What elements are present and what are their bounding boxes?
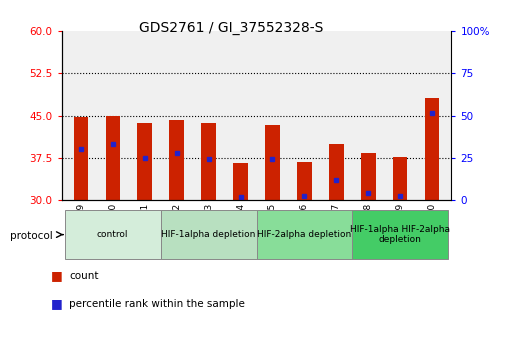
- Bar: [329, 144, 344, 200]
- Bar: [265, 125, 280, 200]
- Bar: [361, 153, 376, 200]
- Text: HIF-1alpha HIF-2alpha
depletion: HIF-1alpha HIF-2alpha depletion: [350, 225, 450, 244]
- Bar: [106, 116, 120, 200]
- Bar: [352, 210, 448, 259]
- Text: ■: ■: [51, 269, 63, 283]
- Text: HIF-1alpha depletion: HIF-1alpha depletion: [162, 230, 256, 239]
- Text: count: count: [69, 271, 99, 281]
- Bar: [425, 98, 440, 200]
- Bar: [73, 117, 88, 200]
- Bar: [202, 123, 216, 200]
- Text: protocol: protocol: [10, 231, 53, 241]
- Text: ■: ■: [51, 297, 63, 310]
- Bar: [65, 210, 161, 259]
- Bar: [137, 123, 152, 200]
- Bar: [256, 210, 352, 259]
- Bar: [233, 164, 248, 200]
- Text: HIF-2alpha depletion: HIF-2alpha depletion: [258, 230, 351, 239]
- Bar: [297, 162, 311, 200]
- Text: control: control: [97, 230, 128, 239]
- Bar: [161, 210, 256, 259]
- Text: percentile rank within the sample: percentile rank within the sample: [69, 299, 245, 308]
- Bar: [393, 157, 407, 200]
- Text: GDS2761 / GI_37552328-S: GDS2761 / GI_37552328-S: [139, 21, 323, 35]
- Bar: [169, 119, 184, 200]
